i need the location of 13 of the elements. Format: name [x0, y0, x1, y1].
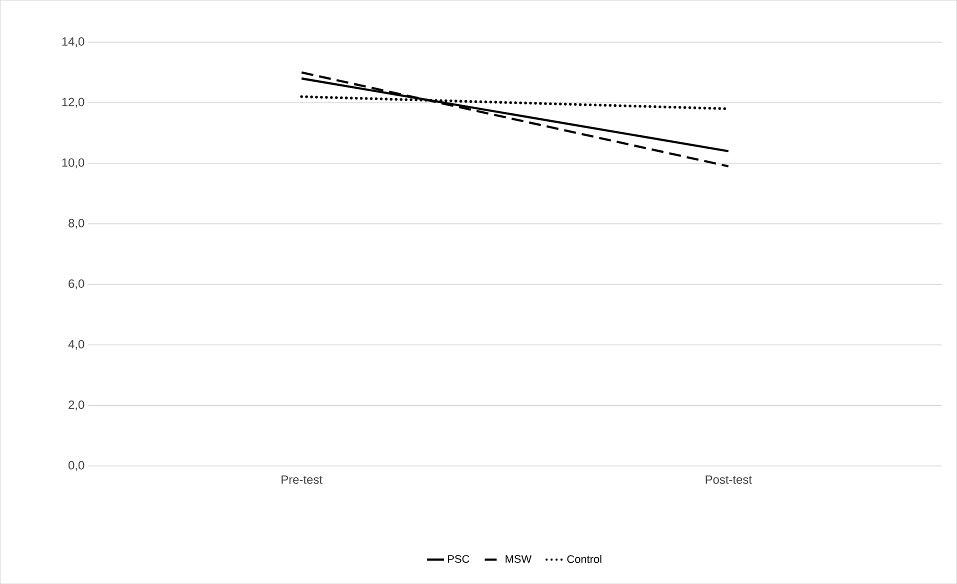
y-tick-label: 2,0 — [68, 400, 84, 410]
legend-label: MSW — [506, 555, 532, 563]
y-tick-label: 10,0 — [62, 158, 84, 168]
y-tick-label: 4,0 — [68, 340, 84, 350]
y-tick-label: 6,0 — [68, 279, 84, 290]
x-tick-label: Pre-test — [282, 475, 322, 484]
x-tick-label: Post-test — [706, 475, 752, 484]
legend-label: Control — [567, 554, 602, 563]
y-tick-label: 0,0 — [68, 461, 84, 471]
y-tick-label: 8,0 — [68, 218, 84, 229]
y-tick-label: 12,0 — [62, 98, 84, 108]
y-tick-label: 14,0 — [62, 37, 84, 48]
legend-label: PSC — [448, 555, 470, 563]
